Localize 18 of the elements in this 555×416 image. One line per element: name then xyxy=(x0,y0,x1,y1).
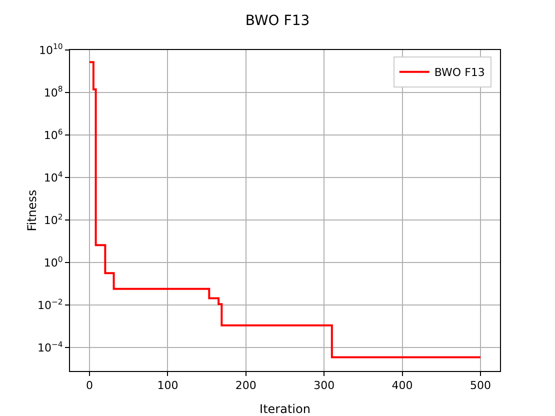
legend-label: BWO F13 xyxy=(434,66,485,80)
x-tick-label: 500 xyxy=(470,379,491,392)
y-tick-label: 10$^{−4}$ xyxy=(37,340,63,354)
x-tick-label: 100 xyxy=(157,379,178,392)
x-axis-title: Iteration xyxy=(260,402,310,416)
y-tick-label: 10$^{6}$ xyxy=(44,127,63,142)
y-tick-label: 10$^{−2}$ xyxy=(37,297,63,312)
x-tick-label: 0 xyxy=(86,379,94,392)
y-tick-label: 10$^{8}$ xyxy=(44,84,63,100)
y-tick-label: 10$^{0}$ xyxy=(44,254,63,270)
x-tick-label: 200 xyxy=(235,379,256,392)
chart-title: BWO F13 xyxy=(245,13,310,29)
y-axis-title: Fitness xyxy=(25,190,39,232)
y-tick-label: 10$^{10}$ xyxy=(39,42,63,57)
x-tick-label: 400 xyxy=(392,379,413,392)
y-tick-label: 10$^{2}$ xyxy=(44,212,63,227)
x-tick-label: 300 xyxy=(314,379,335,392)
y-tick-label: 10$^{4}$ xyxy=(44,170,63,184)
